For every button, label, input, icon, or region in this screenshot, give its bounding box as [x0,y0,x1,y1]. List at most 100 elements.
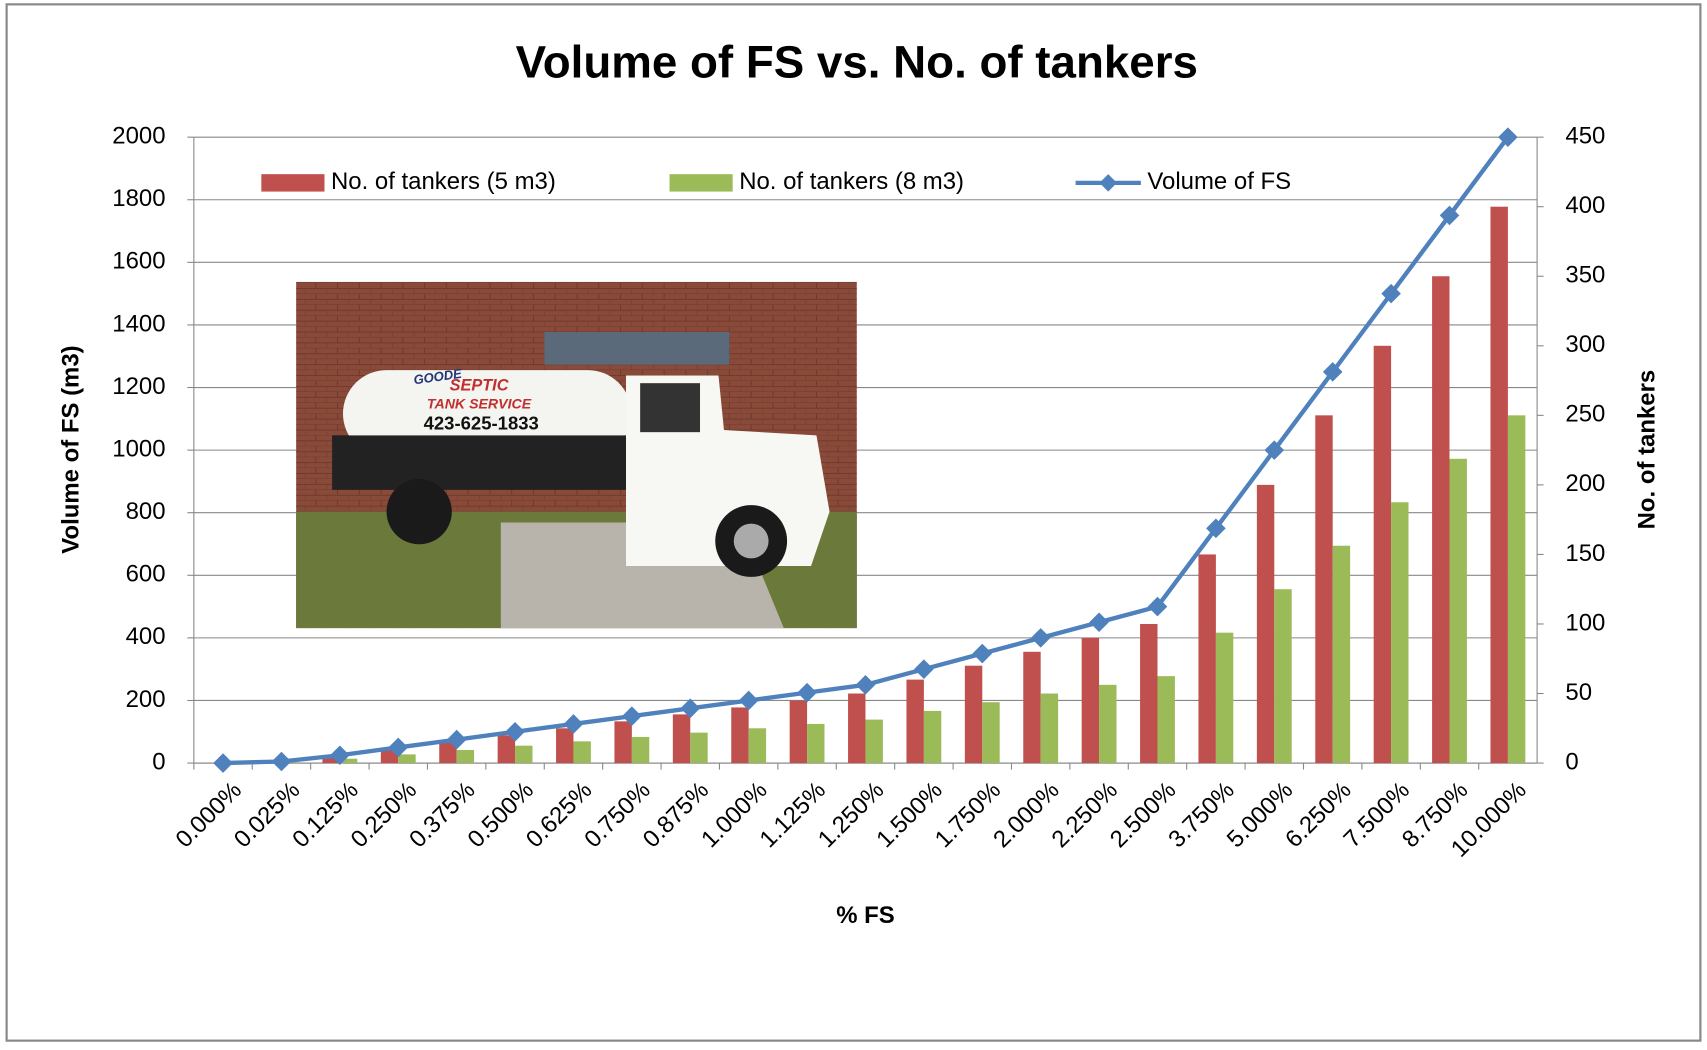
y2-tick-label: 0 [1565,748,1578,775]
y-tick-label: 0 [152,748,165,775]
truck-wheel [386,478,452,545]
y-tick-label: 600 [126,561,166,588]
marker [680,698,701,719]
bar [1023,651,1041,764]
bar [1391,502,1409,764]
bar [982,702,1000,764]
bar [497,735,516,764]
bar [1373,345,1392,764]
y-tick-label: 1600 [112,248,165,275]
bar [1315,415,1333,764]
bar [865,719,883,764]
marker [446,729,467,750]
bar [789,700,808,764]
bar [1140,623,1158,764]
bar [515,745,533,764]
photo-text: SEPTIC [450,377,509,395]
bar [690,732,708,764]
bar [322,756,340,764]
marker [330,745,350,766]
y2-tick-label: 300 [1565,331,1605,358]
y-tick-label: 2000 [112,122,165,149]
truck-chassis [332,435,637,490]
bar [1215,632,1234,764]
marker [1206,518,1226,539]
bar [1507,415,1526,764]
bar [1040,693,1059,764]
bar [1449,458,1467,764]
y2-tick-label: 150 [1565,540,1605,567]
bar [556,728,574,764]
bar [614,721,632,764]
y-tick-label: 400 [126,623,166,650]
bar [398,754,416,764]
marker [213,753,233,773]
legend-label: No. of tankers (8 m3) [739,168,964,195]
bar [1157,676,1175,764]
marker [622,706,642,726]
legend-swatch [669,174,733,192]
y-tick-label: 1400 [112,310,165,337]
bar [672,714,691,764]
bar [631,736,650,764]
marker [855,675,876,695]
bar [339,758,358,764]
marker [1439,205,1460,226]
y2-tick-label: 400 [1565,192,1605,219]
photo-text: 423-625-1833 [424,412,539,433]
y-tick-label: 1800 [112,185,165,212]
y2-tick-label: 250 [1565,401,1605,428]
marker [1264,440,1285,460]
y2-tick-label: 100 [1565,609,1605,636]
chart-title: Volume of FS vs. No. of tankers [516,36,1198,87]
marker [972,643,993,664]
bar [573,741,591,764]
truck-photo: GOODE SEPTIC TANK SERVICE 423-625-1833 [296,281,857,629]
bar [748,728,767,764]
y2-axis-title: No. of tankers [1633,370,1660,530]
y-tick-label: 800 [126,498,166,525]
marker [388,737,409,758]
marker [1322,362,1343,382]
bar [1099,684,1117,764]
marker [1147,596,1168,617]
bar [1198,554,1216,764]
legend-swatch [261,174,325,192]
y-tick-label: 200 [126,686,166,713]
bar [731,707,749,764]
bar [848,693,866,764]
y-tick-label: 1200 [112,373,165,400]
legend-label: No. of tankers (5 m3) [331,168,556,195]
bar [1432,276,1450,764]
y2-tick-label: 200 [1565,470,1605,497]
bar [923,710,942,764]
marker [914,659,934,679]
bar [456,750,475,764]
marker [738,690,759,711]
marker [1089,612,1109,633]
y-tick-label: 1000 [112,435,165,462]
bar [1490,206,1508,764]
marker [1030,628,1051,648]
marker [1381,283,1401,304]
bar [439,742,457,764]
truck-window [640,383,701,433]
marker [563,714,584,734]
bar [1256,484,1275,764]
legend-label: Volume of FS [1147,168,1291,195]
marker [505,721,525,742]
photo-awning [544,332,730,365]
y2-tick-label: 450 [1565,122,1605,149]
y-axis-title: Volume of FS (m3) [57,345,84,553]
photo-text: GOODE [413,366,464,388]
bar [807,723,825,764]
y2-tick-label: 350 [1565,262,1605,289]
marker [797,682,817,703]
bar [1332,545,1351,764]
bar [1274,589,1292,764]
marker [271,751,292,772]
bar [964,665,983,764]
photo-text: TANK SERVICE [427,396,532,412]
marker [1498,127,1518,147]
y2-tick-label: 50 [1565,679,1592,706]
